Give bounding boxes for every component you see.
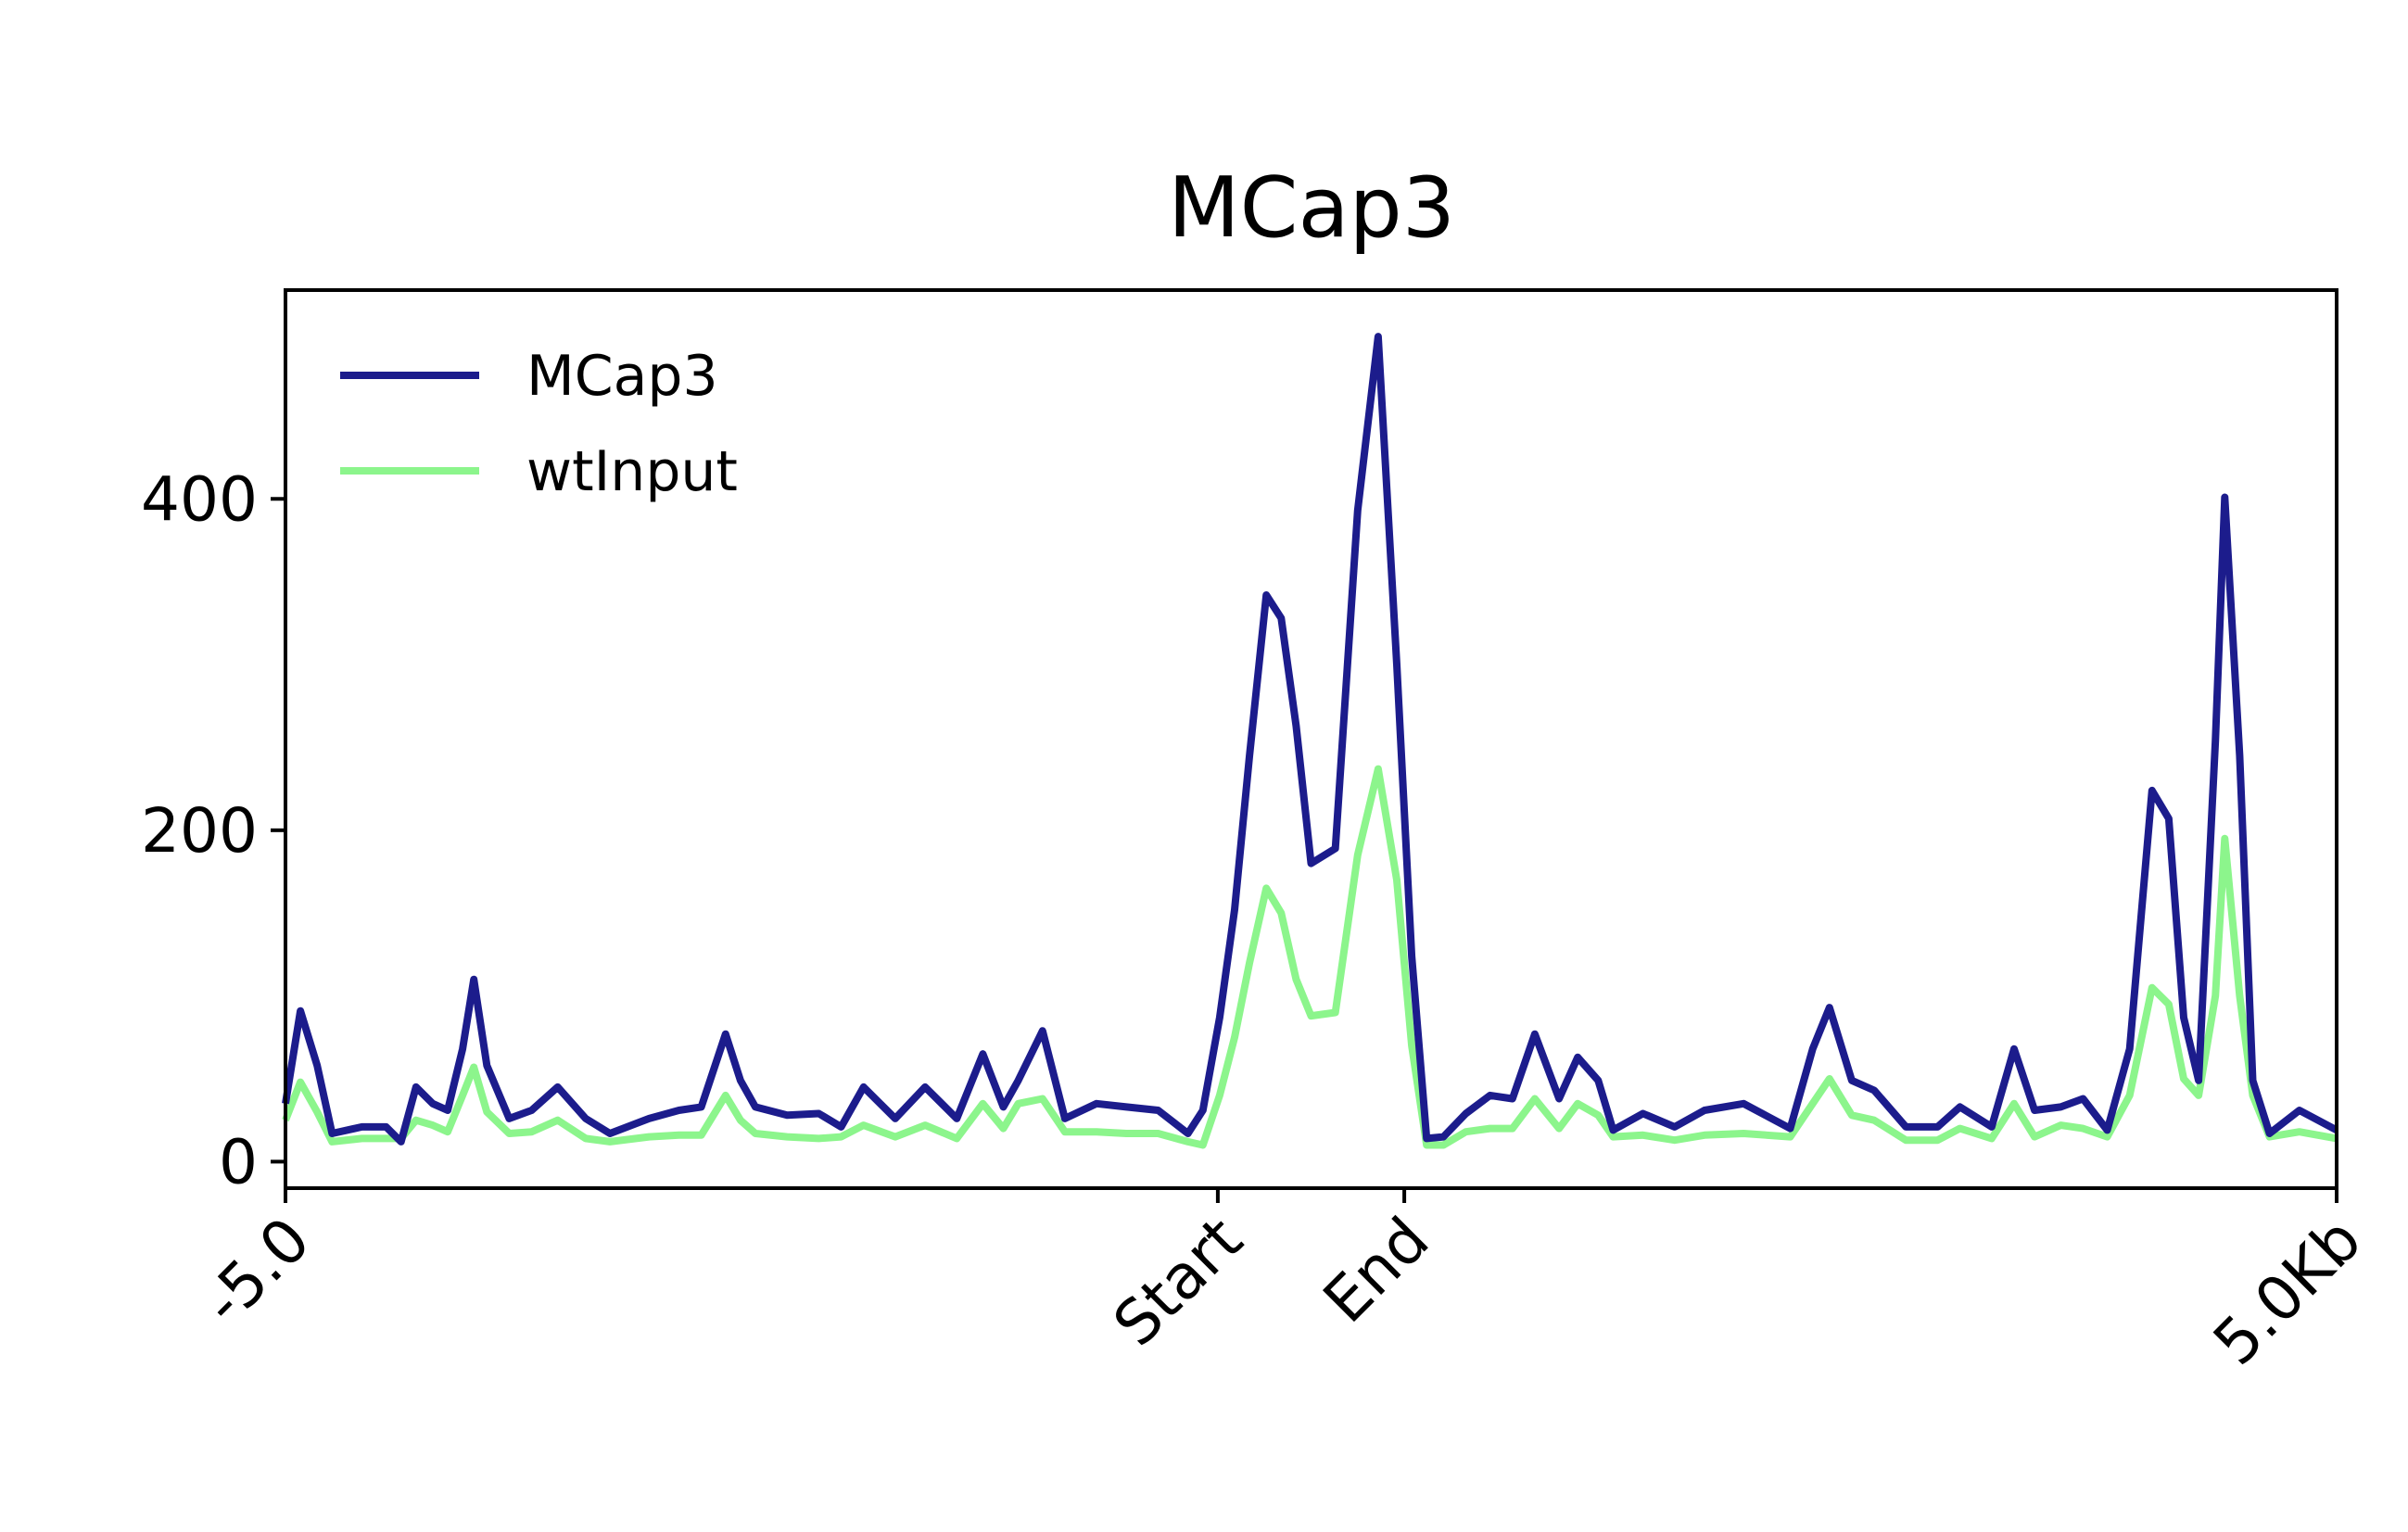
series-line [282, 333, 2338, 1146]
plot-frame [284, 288, 2338, 1190]
legend-label: MCap3 [526, 344, 718, 409]
chart-title: MCap3 [1168, 159, 1455, 257]
y-tick-label: 200 [141, 795, 258, 867]
series-line [282, 765, 2338, 1149]
legend-label: wtInput [526, 439, 738, 504]
x-tick-label: 5.0Kb [2199, 1204, 2375, 1379]
x-tick-label: End [1310, 1204, 1442, 1336]
x-tick-label: -5.0 [189, 1204, 324, 1339]
x-tick-label: Start [1100, 1204, 1256, 1360]
y-tick-label: 0 [219, 1126, 258, 1197]
y-tick-label: 400 [141, 463, 258, 535]
